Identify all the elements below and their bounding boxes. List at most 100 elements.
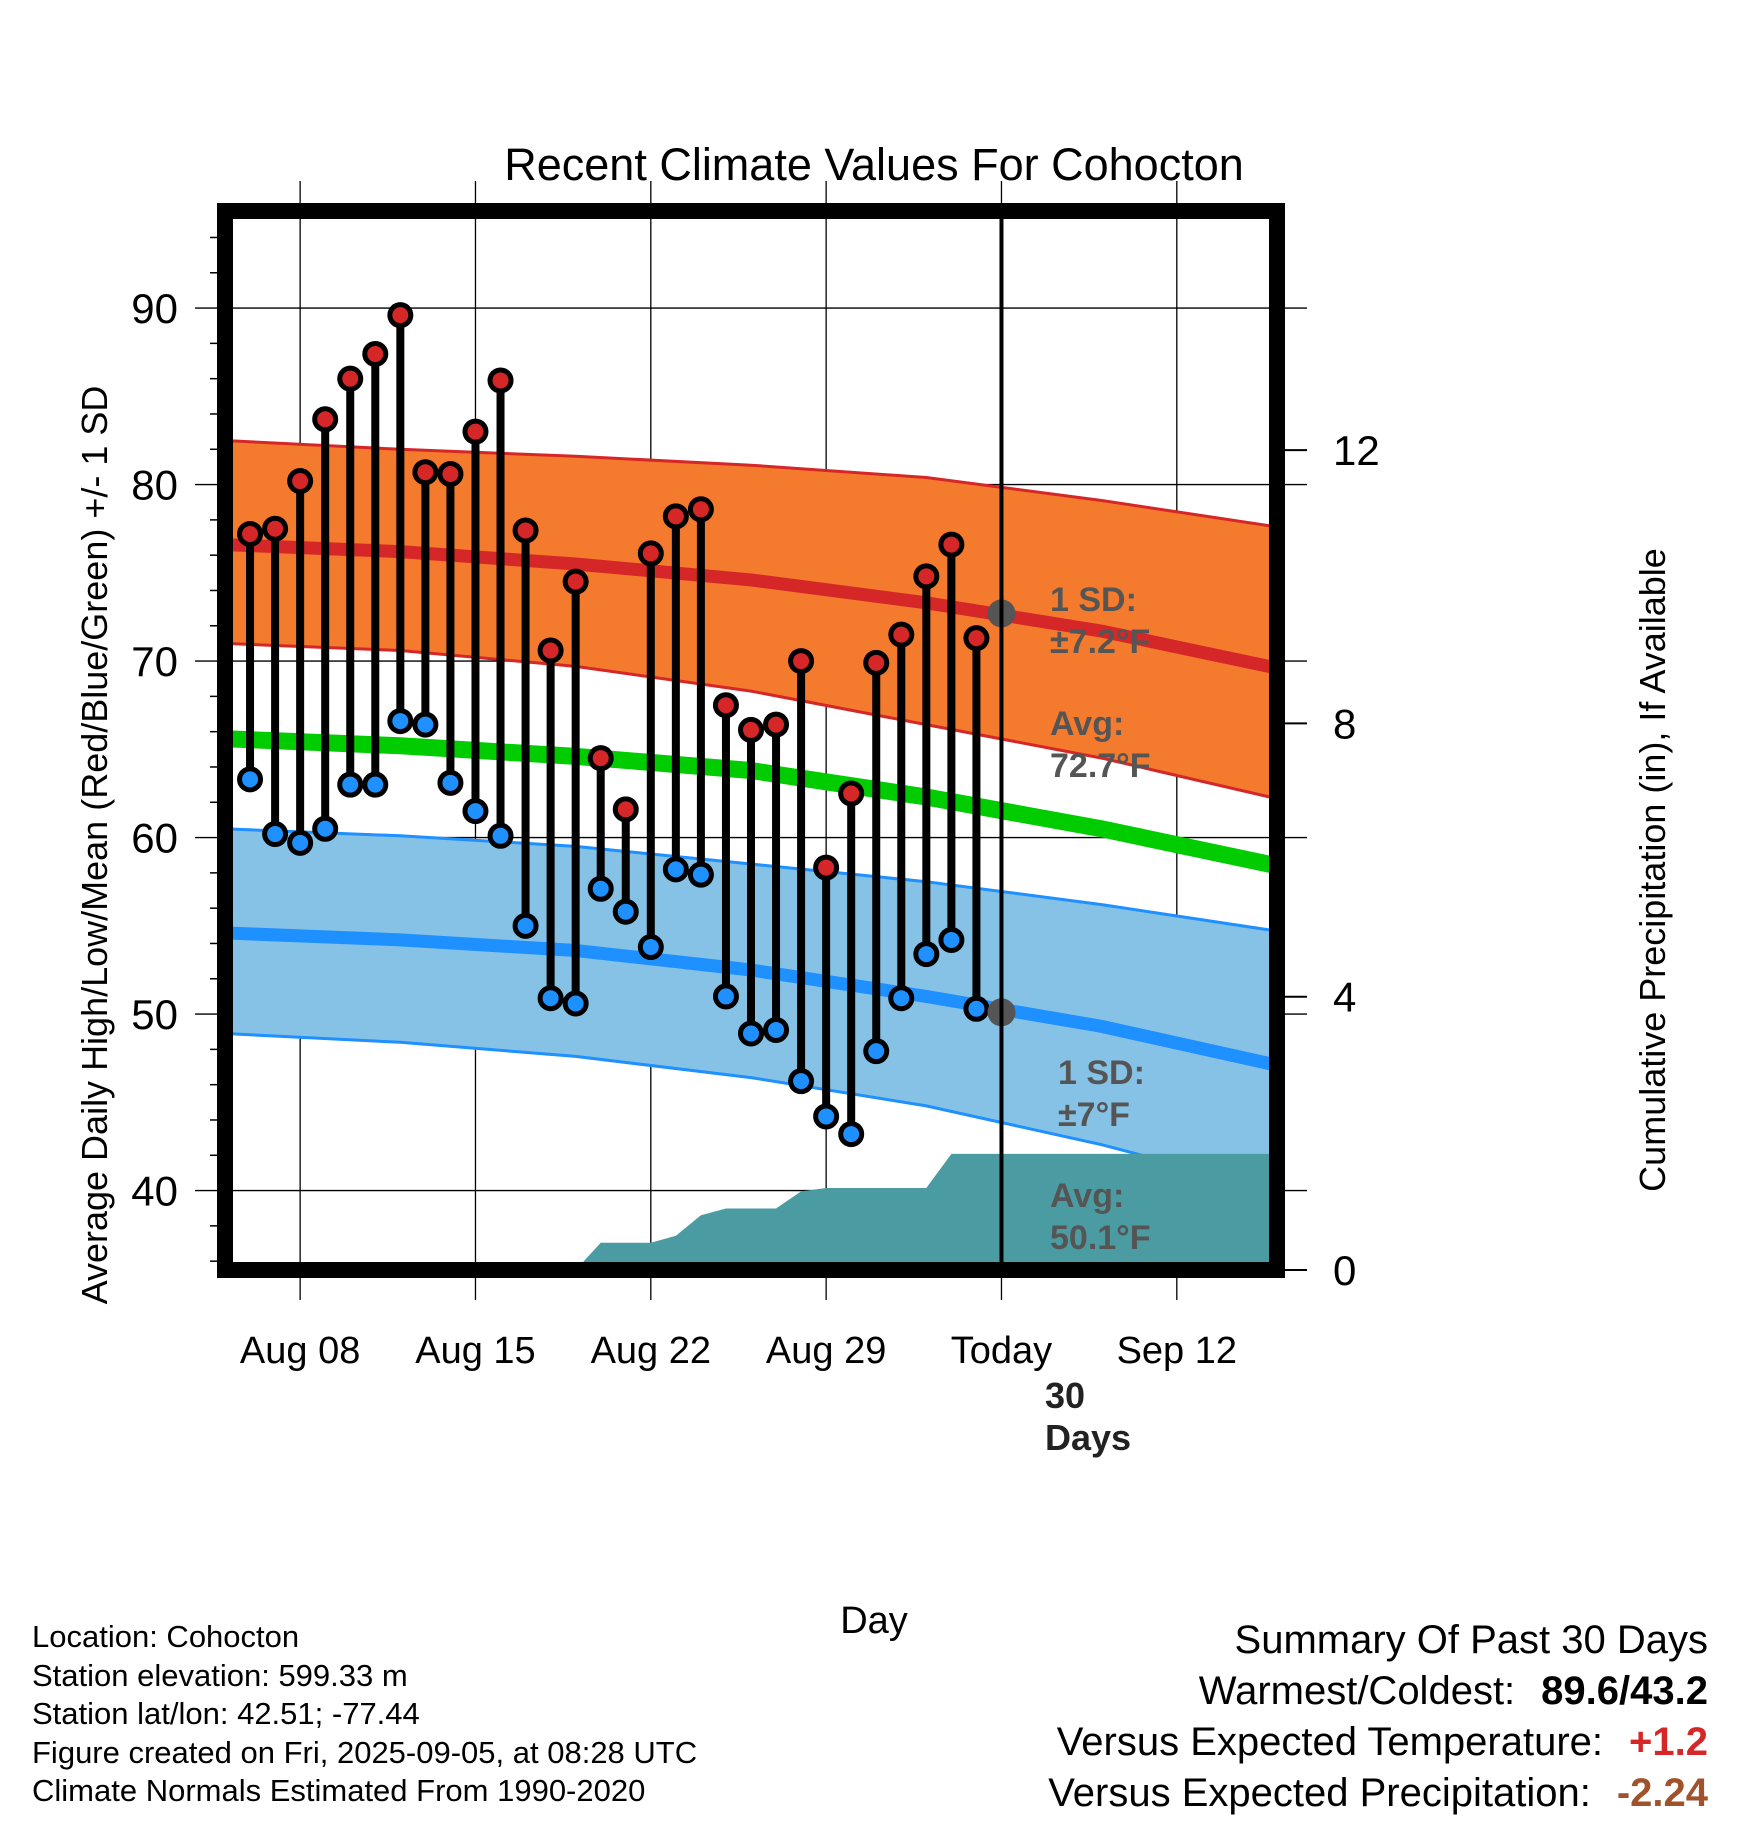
- y2-tick-label-4: 4: [1333, 974, 1356, 1021]
- high-point-2025-08-19: [562, 568, 589, 595]
- precip-days-number: 30: [1045, 1375, 1085, 1416]
- daily-range-bars: [246, 315, 981, 1135]
- precipitation-area: [225, 1153, 1277, 1270]
- low-point-2025-08-17: [512, 912, 539, 939]
- high-point-2025-08-18: [537, 637, 564, 664]
- low-point-2025-08-27: [763, 1016, 790, 1043]
- low-point-2025-09-03: [938, 926, 965, 953]
- low-point-2025-08-29: [813, 1103, 840, 1130]
- high-point-2025-08-20: [587, 745, 614, 772]
- y-tick-label-70: 70: [131, 638, 178, 685]
- precip-value: -2.24: [1616, 1771, 1708, 1815]
- y2-tick-label-12: 12: [1333, 427, 1380, 474]
- high-point-2025-08-08: [287, 468, 314, 495]
- low-point-2025-08-07: [262, 821, 289, 848]
- low-point-2025-08-25: [712, 983, 739, 1010]
- y-tick-label-60: 60: [131, 815, 178, 862]
- high-point-2025-09-02: [913, 563, 940, 590]
- elevation-text: Station elevation: 599.33 m: [32, 1657, 408, 1693]
- high-point-2025-08-21: [612, 796, 639, 823]
- precip-area: [225, 1153, 1277, 1270]
- y2-tick-label-8: 8: [1333, 700, 1356, 747]
- high-point-2025-09-03: [938, 531, 965, 558]
- high-point-2025-08-14: [437, 460, 464, 487]
- high-point-2025-08-28: [788, 648, 815, 675]
- temp-label: Versus Expected Temperature:: [1056, 1720, 1604, 1764]
- low-point-2025-08-26: [738, 1020, 764, 1047]
- summary-warmest-row: Warmest/Coldest: 89.6/43.2: [1048, 1666, 1708, 1717]
- latlon-text: Station lat/lon: 42.51; -77.44: [32, 1696, 420, 1731]
- low-point-2025-08-31: [863, 1038, 890, 1065]
- low-point-2025-08-08: [287, 829, 314, 856]
- low-point-2025-08-11: [362, 771, 389, 798]
- daily-points: [237, 302, 990, 1148]
- high-point-2025-08-17: [512, 517, 539, 544]
- x-tick-label-1: Aug 15: [415, 1330, 535, 1372]
- summary-precip-row: Versus Expected Precipitation: -2.24: [1048, 1768, 1708, 1819]
- created-text: Figure created on Fri, 2025-09-05, at 08…: [32, 1734, 698, 1770]
- low-point-2025-08-28: [788, 1068, 815, 1095]
- high-sd-value: ±7.2°F: [1050, 623, 1150, 661]
- high-point-2025-08-11: [362, 340, 389, 367]
- high-point-2025-08-22: [637, 540, 664, 567]
- high-sd-label: 1 SD:: [1050, 581, 1137, 619]
- y-tick-label-50: 50: [131, 991, 178, 1038]
- low-point-2025-08-18: [537, 985, 564, 1012]
- low-point-2025-08-20: [587, 875, 614, 902]
- high-avg-value: 72.7°F: [1050, 747, 1151, 785]
- y2-tick-label-0: 0: [1333, 1247, 1356, 1294]
- low-sd-label: 1 SD:: [1058, 1054, 1145, 1092]
- low-point-2025-08-14: [437, 769, 464, 796]
- low-avg-value: 50.1°F: [1050, 1219, 1151, 1257]
- high-point-2025-08-23: [662, 503, 689, 530]
- high-point-2025-08-30: [838, 780, 865, 807]
- low-point-2025-08-15: [462, 798, 489, 825]
- low-point-2025-08-06: [237, 766, 264, 793]
- low-point-2025-08-10: [337, 771, 364, 798]
- high-point-2025-08-25: [712, 692, 739, 719]
- summary-title: Summary Of Past 30 Days: [1234, 1618, 1708, 1662]
- y-axis-label: Average Daily High/Low/Mean (Red/Blue/Gr…: [74, 386, 115, 1305]
- low-point-2025-08-19: [562, 990, 589, 1017]
- low-sd-value: ±7°F: [1058, 1096, 1130, 1134]
- low-point-2025-08-12: [387, 708, 414, 735]
- x-tick-label-5: Sep 12: [1117, 1330, 1237, 1372]
- chart-title: Recent Climate Values For Cohocton: [504, 139, 1244, 190]
- x-tick-label-0: Aug 08: [240, 1330, 360, 1372]
- x-tick-label-2: Aug 22: [591, 1330, 711, 1372]
- location-text: Location: Cohocton: [32, 1619, 300, 1654]
- high-point-2025-09-01: [888, 621, 915, 648]
- low-point-2025-08-24: [687, 861, 714, 888]
- x-tick-label-3: Aug 29: [766, 1330, 886, 1372]
- plot-frame: [217, 203, 1285, 1278]
- high-point-2025-08-09: [312, 406, 339, 433]
- normals-text: Climate Normals Estimated From 1990-2020: [32, 1773, 646, 1808]
- high-point-2025-08-16: [487, 367, 514, 394]
- high-point-2025-08-31: [863, 649, 890, 676]
- high-sd-band: [225, 440, 1277, 799]
- high-point-2025-08-27: [763, 711, 790, 738]
- high-point-2025-08-10: [337, 365, 364, 392]
- high-avg-label: Avg:: [1050, 705, 1124, 743]
- low-point-2025-09-04: [963, 995, 990, 1022]
- temp-value: +1.2: [1629, 1720, 1708, 1764]
- y2-axis-label: Cumulative Precipitation (in), If Availa…: [1632, 548, 1673, 1192]
- low-point-2025-08-30: [838, 1121, 865, 1148]
- low-avg-label: Avg:: [1050, 1177, 1124, 1215]
- annotations: 1 SD: ±7.2°F Avg: 72.7°F 1 SD: ±7°F Avg: 50.1°F…: [987, 581, 1151, 1458]
- y-tick-label-40: 40: [131, 1168, 178, 1215]
- high-point-2025-09-04: [963, 625, 990, 652]
- low-point-2025-08-22: [637, 934, 664, 961]
- precip-label: Versus Expected Precipitation:: [1048, 1771, 1591, 1815]
- y-tick-label-80: 80: [131, 462, 178, 509]
- summary-panel: Summary Of Past 30 Days Warmest/Coldest:…: [1048, 1615, 1708, 1819]
- high-point-2025-08-07: [262, 515, 289, 542]
- x-axis-label: Day: [840, 1600, 908, 1642]
- high-point-2025-08-13: [412, 459, 439, 486]
- low-point-2025-08-21: [612, 898, 639, 925]
- y-tick-label-90: 90: [131, 285, 178, 332]
- high-point-2025-08-06: [237, 520, 264, 547]
- precip-days-label: Days: [1045, 1417, 1131, 1458]
- low-point-2025-08-13: [412, 711, 439, 738]
